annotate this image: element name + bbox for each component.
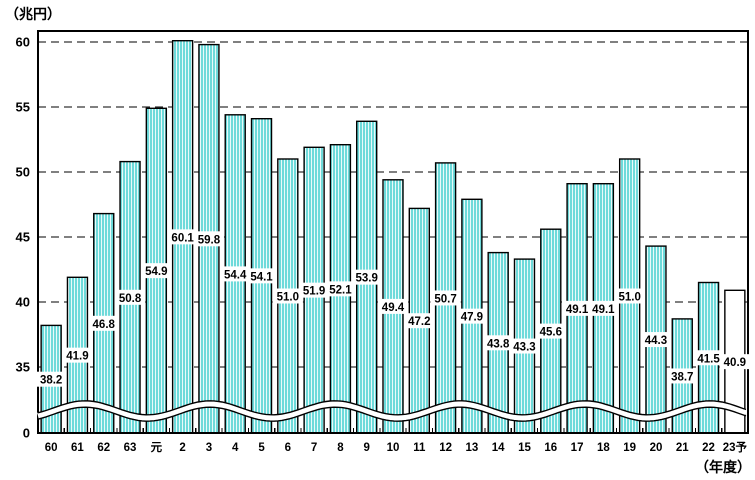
x-tick-label: 6	[285, 442, 291, 454]
bar-value-label: 53.9	[356, 273, 378, 285]
bar-value-label-box	[325, 281, 356, 297]
bar-value-label: 49.1	[566, 304, 589, 316]
y-tick-label: 55	[16, 100, 30, 115]
x-tick-label: 8	[337, 442, 344, 454]
y-tick-label: 35	[16, 360, 30, 375]
x-tick-label: 16	[544, 442, 557, 454]
bar-value-label-box	[299, 282, 330, 298]
bar-value-label: 41.9	[66, 351, 88, 363]
x-tick-label: 21	[676, 442, 689, 454]
x-tick-label: 20	[650, 442, 663, 454]
axis-break-wave	[37, 406, 747, 422]
y-axis-unit-label: （兆円）	[5, 6, 61, 22]
x-tick-label: 3	[206, 442, 212, 454]
bar-value-label: 60.1	[171, 232, 194, 244]
bar-value-label: 38.7	[671, 371, 693, 383]
bar-value-label-box	[62, 347, 93, 363]
x-tick-label: 7	[311, 442, 317, 454]
bar-value-label-box	[667, 368, 698, 384]
x-tick-label: 5	[258, 442, 265, 454]
x-tick-label: 14	[492, 442, 505, 454]
bar-value-label-box	[141, 263, 172, 279]
bar-value-label: 38.2	[40, 375, 62, 387]
bar-value-label: 50.7	[434, 293, 456, 305]
axis-break-band	[37, 400, 748, 422]
bar-value-label-box	[404, 313, 435, 329]
bar-value-label: 44.3	[645, 335, 667, 347]
y-tick-label: 60	[16, 35, 30, 50]
bar-value-label-box	[561, 300, 593, 316]
bar-value-label: 49.1	[592, 304, 615, 316]
bar-value-label: 51.0	[618, 292, 640, 304]
bar-value-label-box	[535, 323, 566, 339]
bar-value-label-box	[220, 266, 251, 282]
bar-value-label: 46.8	[93, 319, 116, 331]
x-tick-label: 17	[571, 442, 584, 454]
bar-value-label-box	[509, 338, 540, 354]
bar-value-label: 40.9	[724, 357, 746, 369]
x-tick-label: 2	[179, 442, 185, 454]
x-tick-label: 4	[232, 442, 239, 454]
bar-value-label: 52.1	[329, 284, 352, 296]
x-tick-label: 60	[45, 442, 58, 454]
bar-value-label-box	[246, 268, 277, 284]
x-tick-label: 61	[71, 442, 84, 454]
bar-value-label-box	[430, 290, 461, 306]
bar-value-label: 51.0	[277, 292, 299, 304]
bar-value-label-box	[456, 308, 487, 324]
x-tick-label: 11	[413, 442, 426, 454]
axis-break-wave	[37, 400, 747, 416]
x-tick-label: 63	[124, 442, 137, 454]
x-tick-label: 22	[702, 442, 715, 454]
bar-value-label-box	[693, 350, 724, 366]
bar-value-label-box	[377, 298, 409, 314]
x-tick-label: 23予	[723, 441, 748, 454]
bar-value-label: 45.6	[540, 327, 562, 339]
x-tick-label: 9	[364, 442, 370, 454]
bar-value-label-box	[193, 231, 225, 247]
bar-value-label: 54.4	[224, 269, 247, 281]
bar-value-label: 54.1	[250, 271, 273, 283]
bar-value-label-box	[614, 288, 645, 304]
x-tick-label: 12	[439, 442, 452, 454]
x-tick-label: 元	[151, 441, 163, 454]
x-axis-unit-label: （年度）	[695, 459, 751, 475]
bar-value-label: 51.9	[303, 286, 325, 298]
bar-value-label-box	[483, 335, 514, 351]
bar-value-label: 49.4	[382, 302, 405, 314]
bar-value-label-box	[272, 288, 303, 304]
bar-value-label: 59.8	[198, 234, 221, 246]
bar-value-label-box	[719, 354, 750, 370]
bar-value-label-box	[640, 332, 672, 348]
x-tick-label: 18	[597, 442, 610, 454]
x-tick-label: 15	[518, 442, 531, 454]
bar-value-label-box	[351, 269, 382, 285]
y-tick-label: 40	[16, 295, 30, 310]
bar-value-label: 41.5	[697, 353, 720, 365]
bar-value-label: 43.8	[487, 338, 510, 350]
bar-value-label-box	[588, 300, 619, 316]
bar-value-label-box	[114, 289, 146, 305]
bar-value-label-box	[167, 229, 198, 245]
x-tick-label: 62	[97, 442, 110, 454]
bar-value-label: 50.8	[119, 293, 142, 305]
x-tick-label: 13	[465, 442, 478, 454]
x-tick-label: 19	[623, 442, 636, 454]
bar-value-label: 54.9	[145, 266, 167, 278]
bar-value-label: 47.9	[461, 312, 483, 324]
bar-value-label: 47.2	[408, 316, 430, 328]
bar-value-label-box	[88, 315, 119, 331]
y-tick-label: 45	[16, 230, 30, 245]
y-tick-label: 50	[16, 165, 30, 180]
bar-value-label-box	[36, 371, 67, 387]
x-tick-label: 10	[387, 442, 400, 454]
bar-value-label: 43.3	[513, 342, 535, 354]
y-tick-label: 0	[23, 426, 30, 441]
